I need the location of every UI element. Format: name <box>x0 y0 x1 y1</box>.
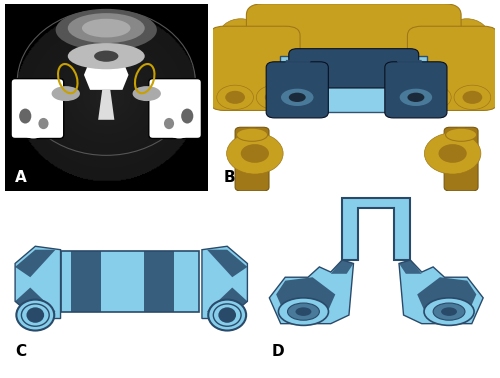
Polygon shape <box>84 60 128 90</box>
Ellipse shape <box>388 11 444 41</box>
Ellipse shape <box>218 19 264 56</box>
Ellipse shape <box>225 91 245 104</box>
Ellipse shape <box>438 144 467 163</box>
Polygon shape <box>276 277 336 315</box>
Ellipse shape <box>241 144 269 163</box>
Ellipse shape <box>236 128 268 141</box>
Ellipse shape <box>462 91 482 104</box>
Polygon shape <box>207 250 248 277</box>
Ellipse shape <box>454 85 491 110</box>
Polygon shape <box>331 260 353 274</box>
FancyBboxPatch shape <box>246 4 461 67</box>
Ellipse shape <box>56 9 157 51</box>
FancyBboxPatch shape <box>235 127 269 191</box>
Polygon shape <box>98 90 114 120</box>
Polygon shape <box>417 277 476 315</box>
Text: C: C <box>15 344 26 359</box>
Polygon shape <box>399 260 483 324</box>
Ellipse shape <box>444 19 490 56</box>
FancyBboxPatch shape <box>289 49 418 88</box>
Ellipse shape <box>433 303 465 320</box>
Ellipse shape <box>52 86 80 101</box>
FancyBboxPatch shape <box>444 127 478 191</box>
Ellipse shape <box>265 91 284 104</box>
Ellipse shape <box>441 307 457 316</box>
Text: D: D <box>272 344 284 359</box>
Ellipse shape <box>181 108 194 124</box>
Ellipse shape <box>296 307 312 316</box>
Polygon shape <box>15 288 56 319</box>
FancyBboxPatch shape <box>385 62 447 118</box>
FancyBboxPatch shape <box>408 26 498 110</box>
Ellipse shape <box>408 93 424 102</box>
Polygon shape <box>342 198 410 260</box>
Ellipse shape <box>94 51 118 62</box>
Ellipse shape <box>423 91 442 104</box>
Ellipse shape <box>68 13 144 43</box>
Ellipse shape <box>414 85 451 110</box>
Ellipse shape <box>288 303 320 320</box>
Polygon shape <box>207 288 248 319</box>
Ellipse shape <box>164 118 174 129</box>
FancyBboxPatch shape <box>11 79 64 138</box>
FancyBboxPatch shape <box>266 62 328 118</box>
Ellipse shape <box>280 88 314 107</box>
Polygon shape <box>396 60 427 94</box>
Ellipse shape <box>15 101 52 138</box>
Ellipse shape <box>424 133 481 174</box>
Polygon shape <box>399 260 422 274</box>
Ellipse shape <box>161 101 198 138</box>
Ellipse shape <box>226 133 283 174</box>
Bar <box>70 251 101 311</box>
Ellipse shape <box>218 307 236 323</box>
Text: A: A <box>15 170 27 184</box>
Ellipse shape <box>278 298 328 325</box>
Ellipse shape <box>16 300 54 330</box>
Ellipse shape <box>68 43 144 69</box>
Ellipse shape <box>399 88 433 107</box>
Polygon shape <box>15 250 56 277</box>
Polygon shape <box>202 246 248 319</box>
FancyBboxPatch shape <box>280 56 427 112</box>
Ellipse shape <box>289 93 306 102</box>
Ellipse shape <box>38 118 48 129</box>
Ellipse shape <box>19 108 32 124</box>
Bar <box>144 251 174 311</box>
Ellipse shape <box>424 298 474 325</box>
Polygon shape <box>270 260 353 324</box>
Polygon shape <box>280 60 312 94</box>
Ellipse shape <box>216 85 254 110</box>
Text: B: B <box>224 170 235 184</box>
Ellipse shape <box>256 85 293 110</box>
Ellipse shape <box>82 19 130 37</box>
FancyBboxPatch shape <box>210 26 300 110</box>
Ellipse shape <box>208 300 246 330</box>
Ellipse shape <box>328 6 379 32</box>
Polygon shape <box>15 246 60 319</box>
Ellipse shape <box>26 307 44 323</box>
Ellipse shape <box>446 128 476 141</box>
Ellipse shape <box>132 86 161 101</box>
Ellipse shape <box>264 11 320 41</box>
FancyBboxPatch shape <box>149 79 202 138</box>
FancyBboxPatch shape <box>60 251 200 311</box>
